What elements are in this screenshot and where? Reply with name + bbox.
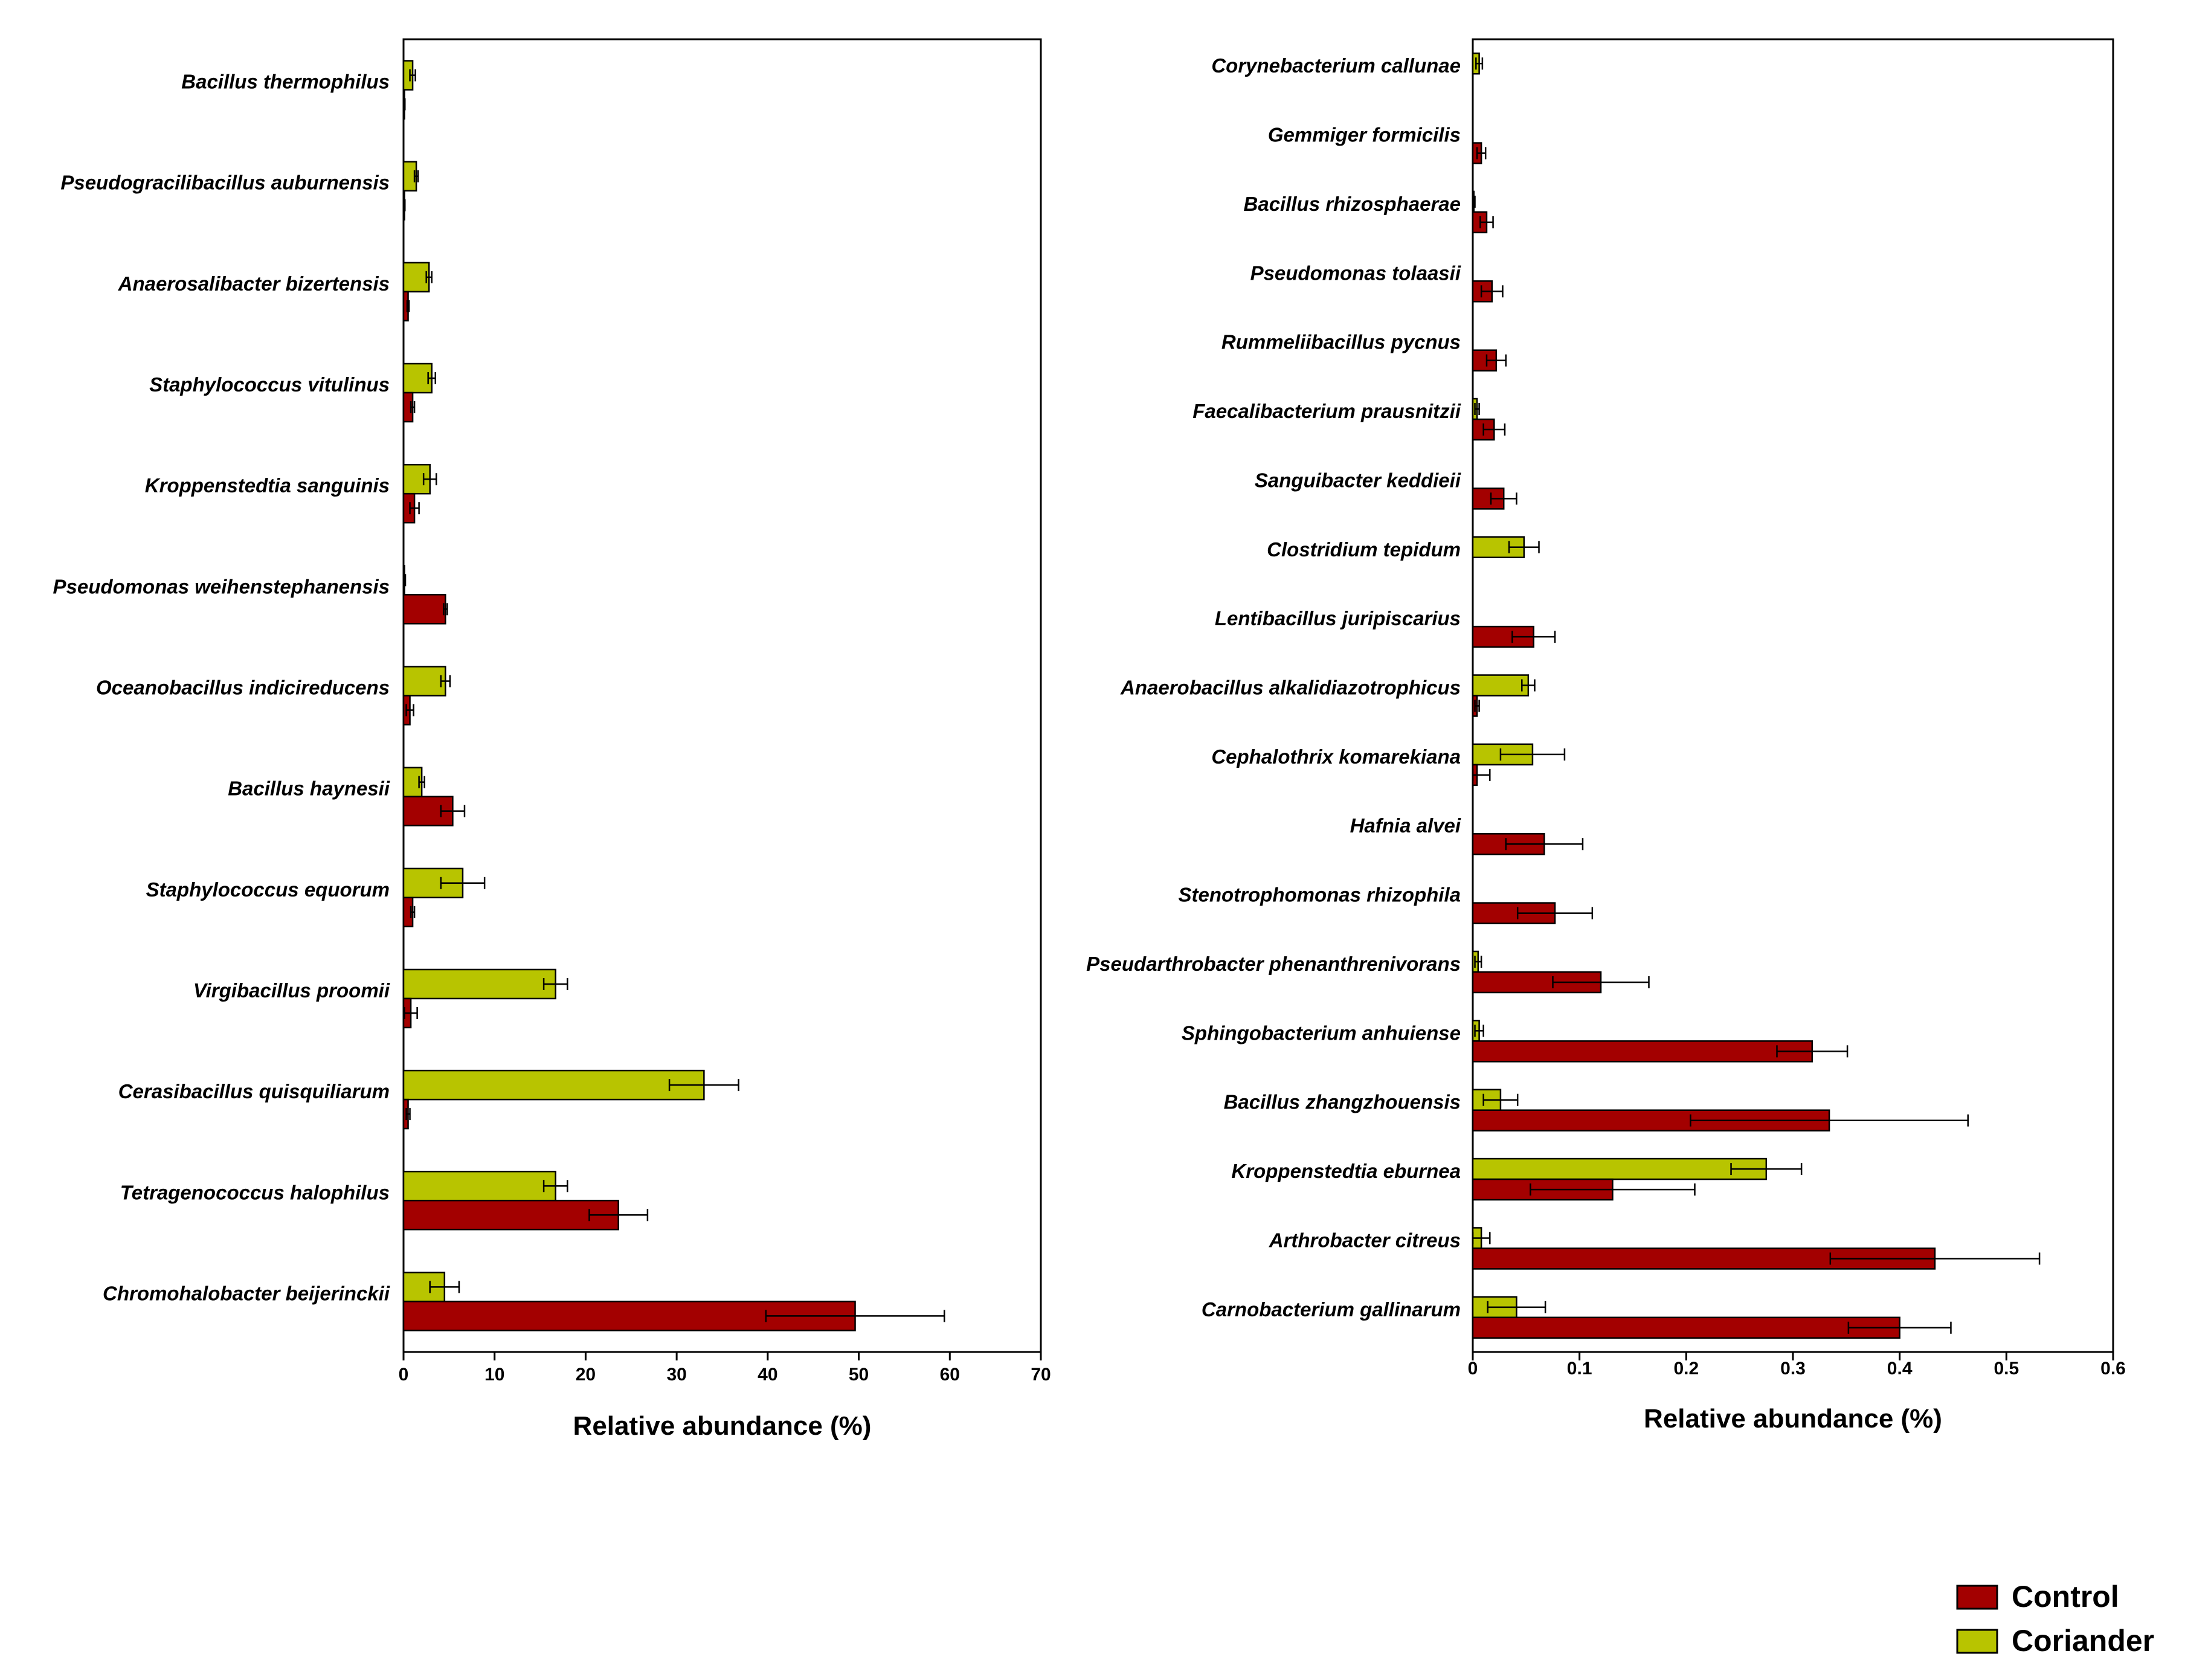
category-label: Sphingobacterium anhuiense (1182, 1022, 1461, 1044)
category-label: Kroppenstedtia sanguinis (145, 474, 390, 497)
category-label: Tetragenococcus halophilus (120, 1181, 390, 1203)
category-label: Stenotrophomonas rhizophila (1179, 884, 1461, 906)
x-tick-label: 60 (940, 1365, 960, 1385)
category-label: Bacillus haynesii (228, 777, 390, 800)
legend-swatch-control (1956, 1585, 1998, 1610)
x-tick-label: 40 (758, 1365, 777, 1385)
category-label: Rummeliibacillus pycnus (1221, 331, 1461, 353)
plot-frame (1472, 38, 2114, 1353)
x-axis-title: Relative abundance (%) (1644, 1404, 1942, 1434)
category-label: Gemmiger formicilis (1268, 124, 1461, 146)
left-bar-chart: 0 10 20 30 40 50 60 70 Relative abundance (%) Bac… (53, 38, 1051, 1441)
category-label: Carnobacterium gallinarum (1202, 1298, 1461, 1321)
x-tick-label: 0.4 (1887, 1359, 1913, 1379)
legend-label-control: Control (2012, 1580, 2119, 1614)
category-label: Arthrobacter citreus (1269, 1229, 1461, 1251)
category-label: Bacillus zhangzhouensis (1224, 1091, 1461, 1113)
category-label: Kroppenstedtia eburnea (1231, 1160, 1461, 1182)
category-label: Bacillus thermophilus (181, 71, 390, 93)
x-tick-label: 10 (484, 1365, 504, 1385)
bar-control (402, 1200, 619, 1231)
plot-frame (402, 38, 1042, 1353)
bar-coriander (402, 362, 433, 394)
x-tick-label: 0.6 (2100, 1359, 2126, 1379)
category-label: Clostridium tepidum (1267, 538, 1461, 561)
bar-coriander (402, 968, 556, 1000)
category-label: Sanguibacter keddieii (1255, 469, 1461, 491)
x-tick-label: 0.3 (1780, 1359, 1806, 1379)
x-tick-label: 50 (849, 1365, 869, 1385)
bar-control (1472, 1316, 1900, 1339)
x-tick-label: 0.5 (1994, 1359, 2019, 1379)
bar-coriander (1472, 674, 1530, 697)
category-label: Anaerobacillus alkalidiazotrophicus (1120, 677, 1461, 699)
bar-coriander (402, 1069, 705, 1101)
x-tick-label: 0 (399, 1365, 409, 1385)
bar-coriander (1472, 1157, 1768, 1180)
category-label: Chromohalobacter beijerinckii (103, 1282, 390, 1304)
bar-control (1472, 1247, 1936, 1270)
category-label: Anaerosalibacter bizertensis (118, 272, 390, 295)
x-tick-label: 70 (1031, 1365, 1051, 1385)
category-label: Faecalibacterium prausnitzii (1192, 400, 1461, 422)
bar-coriander (402, 262, 430, 293)
category-label: Corynebacterium callunae (1211, 54, 1461, 77)
legend-swatch-coriander (1956, 1629, 1998, 1654)
category-label: Bacillus rhizosphaerae (1244, 193, 1461, 215)
bar-control (1472, 625, 1534, 648)
x-tick-label: 0 (1468, 1359, 1478, 1379)
category-label: Pseudogracilibacillus auburnensis (60, 172, 390, 194)
category-label: Lentibacillus juripiscarius (1215, 607, 1461, 629)
category-label: Staphylococcus vitulinus (149, 373, 390, 396)
bar-control (402, 594, 446, 625)
bar-control (1472, 1040, 1813, 1063)
legend-label-coriander: Coriander (2012, 1624, 2154, 1658)
category-label: Pseudomonas tolaasii (1250, 262, 1461, 284)
legend: Control Coriander (1956, 1580, 2154, 1658)
category-label: Hafnia alvei (1350, 814, 1461, 837)
category-label: Pseudarthrobacter phenanthrenivorans (1086, 953, 1461, 975)
x-tick-label: 0.1 (1567, 1359, 1592, 1379)
category-label: Cerasibacillus quisquiliarum (118, 1080, 390, 1102)
right-bar-chart: 0 0.1 0.2 0.3 0.4 0.5 0.6 Relative abundance (%… (1086, 38, 2126, 1434)
x-axis-title: Relative abundance (%) (573, 1411, 872, 1441)
x-tick-label: 30 (666, 1365, 686, 1385)
bar-coriander (402, 1171, 556, 1202)
bar-coriander (402, 666, 446, 697)
x-tick-label: 20 (576, 1365, 596, 1385)
category-label: Virgibacillus proomii (193, 979, 390, 1002)
x-tick-label: 0.2 (1673, 1359, 1699, 1379)
category-label: Pseudomonas weihenstephanensis (53, 575, 390, 597)
category-label: Staphylococcus equorum (146, 878, 390, 901)
category-label: Oceanobacillus indicireducens (96, 677, 390, 699)
category-label: Cephalothrix komarekiana (1211, 745, 1461, 768)
